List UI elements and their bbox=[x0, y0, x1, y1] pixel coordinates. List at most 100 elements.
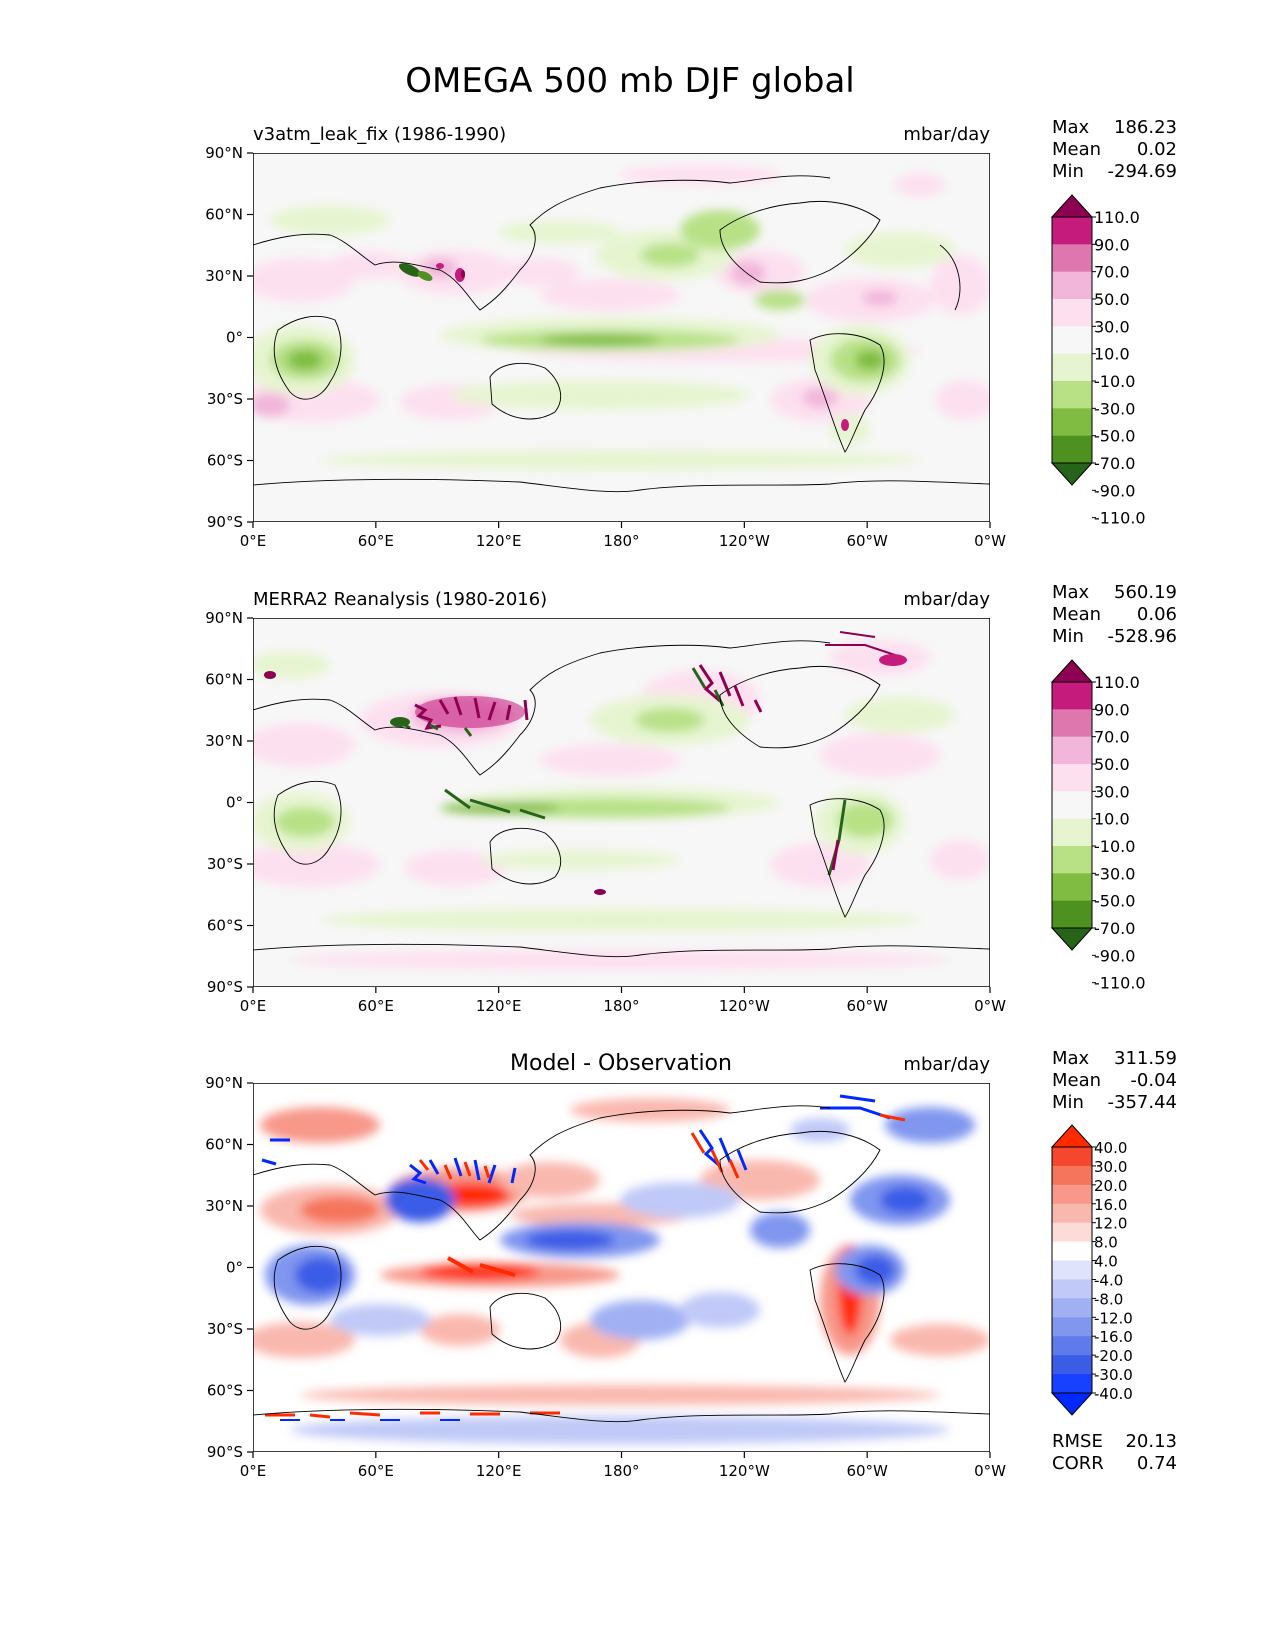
test-ytick-label: 60°S bbox=[207, 452, 243, 470]
test-colorbar-bin bbox=[1052, 217, 1092, 245]
reference-colorbar-label: 110.0 bbox=[1094, 673, 1140, 692]
test-xtick-label: 0°W bbox=[974, 532, 1006, 550]
reference-ytick-label: 30°N bbox=[205, 732, 243, 750]
difference-colorbar-label: 16.0 bbox=[1094, 1196, 1127, 1214]
test-ytick-label: 30°S bbox=[207, 390, 243, 408]
difference-ytick-label: 60°N bbox=[205, 1136, 243, 1154]
panel-test-map bbox=[253, 153, 990, 522]
reference-ytick-label: 60°S bbox=[207, 917, 243, 935]
test-xtick-label: 0°E bbox=[240, 532, 267, 550]
difference-ytick-label: 90°S bbox=[207, 1443, 243, 1461]
test-colorbar-bin bbox=[1052, 381, 1092, 409]
test-colorbar-bin bbox=[1052, 435, 1092, 464]
test-colorbar-extend-min bbox=[1050, 462, 1094, 486]
panel-test-stat-max-label: Max bbox=[1052, 117, 1090, 138]
difference-colorbar-bin bbox=[1052, 1355, 1092, 1375]
reference-colorbar-label: -70.0 bbox=[1094, 919, 1135, 938]
difference-colorbar-label: 30.0 bbox=[1094, 1158, 1127, 1176]
panel-difference-rmse-label: RMSE bbox=[1052, 1431, 1103, 1452]
panel-difference-subtitle: Model - Observation bbox=[510, 1051, 732, 1076]
test-colorbar-extend-max bbox=[1050, 194, 1094, 218]
difference-colorbar-label: -30.0 bbox=[1094, 1366, 1133, 1384]
reference-colorbar-label: 70.0 bbox=[1094, 728, 1130, 747]
panel-reference-stat-min-label: Min bbox=[1052, 626, 1084, 647]
test-colorbar-label: 70.0 bbox=[1094, 263, 1130, 282]
panel-difference-stat-mean: -0.04 bbox=[1130, 1070, 1177, 1091]
test-colorbar-bin bbox=[1052, 271, 1092, 300]
difference-xtick-label: 0°E bbox=[240, 1462, 267, 1480]
test-colorbar-label: 50.0 bbox=[1094, 290, 1130, 309]
panel-reference-coastlines bbox=[253, 640, 990, 958]
test-xtick-label: 120°W bbox=[719, 532, 770, 550]
test-colorbar-frame bbox=[1051, 216, 1093, 464]
test-ytick-label: 0° bbox=[226, 329, 243, 347]
difference-colorbar-label: 40.0 bbox=[1094, 1139, 1127, 1157]
reference-colorbar-frame bbox=[1051, 681, 1093, 929]
reference-colorbar-bin bbox=[1052, 846, 1092, 874]
panel-difference-corr-label: CORR bbox=[1052, 1453, 1104, 1474]
difference-colorbar-bin bbox=[1052, 1317, 1092, 1337]
reference-colorbar-bin bbox=[1052, 873, 1092, 902]
reference-colorbar-bin bbox=[1052, 736, 1092, 765]
test-colorbar-bin bbox=[1052, 326, 1092, 355]
difference-colorbar-bin bbox=[1052, 1222, 1092, 1243]
difference-colorbar-label: -40.0 bbox=[1094, 1385, 1133, 1403]
difference-colorbar-bin bbox=[1052, 1203, 1092, 1224]
panel-test-stat-mean-label: Mean bbox=[1052, 139, 1101, 160]
difference-xtick-label: 60°W bbox=[846, 1462, 888, 1480]
difference-colorbar-bin bbox=[1052, 1184, 1092, 1205]
difference-xtick-label: 120°E bbox=[476, 1462, 522, 1480]
reference-xtick-label: 0°W bbox=[974, 997, 1006, 1015]
chart-title: OMEGA 500 mb DJF global bbox=[405, 61, 854, 101]
reference-colorbar-label: -90.0 bbox=[1094, 946, 1135, 965]
panel-test-axes: 0°E 60°E 120°E 180° 120°W 60°W 0°W 90°N 60°N 30°N… bbox=[205, 144, 1006, 550]
test-xtick-label: 120°E bbox=[476, 532, 522, 550]
test-colorbar-label: -90.0 bbox=[1094, 481, 1135, 500]
reference-colorbar-label: -30.0 bbox=[1094, 864, 1135, 883]
difference-colorbar-bin bbox=[1052, 1279, 1092, 1299]
panel-difference-colorbar: 40.030.020.016.012.08.04.0-4.0-8.0-12.0-… bbox=[1050, 1124, 1133, 1416]
panel-difference-stat-max: 311.59 bbox=[1114, 1048, 1177, 1069]
panel-difference: Model - Observation mbar/day bbox=[205, 1048, 1177, 1480]
test-ytick-label: 60°N bbox=[205, 206, 243, 224]
panel-reference-stat-mean-label: Mean bbox=[1052, 604, 1101, 625]
reference-colorbar-label: -50.0 bbox=[1094, 892, 1135, 911]
panel-difference-topographic-noise bbox=[261, 1094, 906, 1421]
test-xtick-label: 180° bbox=[603, 532, 639, 550]
test-colorbar-label: -110.0 bbox=[1094, 509, 1146, 528]
panel-difference-coastlines bbox=[253, 1105, 990, 1423]
reference-xtick-label: 180° bbox=[603, 997, 639, 1015]
difference-colorbar-bin bbox=[1052, 1241, 1092, 1262]
test-colorbar-bin bbox=[1052, 299, 1092, 327]
panel-test-subtitle: v3atm_leak_fix (1986-1990) bbox=[253, 124, 506, 145]
test-ytick-label: 90°S bbox=[207, 513, 243, 531]
reference-ytick-label: 90°S bbox=[207, 978, 243, 996]
panel-reference-axes: 0°E 60°E 120°E 180° 120°W 60°W 0°W 90°N 60°N 30°N… bbox=[205, 609, 1006, 1015]
panel-test-coastlines bbox=[253, 175, 990, 493]
reference-ytick-label: 0° bbox=[226, 794, 243, 812]
panel-difference-rmse: 20.13 bbox=[1125, 1431, 1177, 1452]
panel-reference-stat-max-label: Max bbox=[1052, 582, 1090, 603]
reference-xtick-label: 120°E bbox=[476, 997, 522, 1015]
test-colorbar-label: 110.0 bbox=[1094, 208, 1140, 227]
difference-ytick-label: 90°N bbox=[205, 1074, 243, 1092]
reference-ytick-label: 60°N bbox=[205, 671, 243, 689]
difference-ytick-label: 30°S bbox=[207, 1320, 243, 1338]
test-colorbar-label: -70.0 bbox=[1094, 454, 1135, 473]
test-xtick-label: 60°E bbox=[358, 532, 394, 550]
reference-colorbar-bin bbox=[1052, 791, 1092, 820]
reference-colorbar-extend-min bbox=[1050, 927, 1094, 951]
difference-colorbar-bin bbox=[1052, 1165, 1092, 1186]
difference-ytick-label: 60°S bbox=[207, 1382, 243, 1400]
difference-colorbar-label: -20.0 bbox=[1094, 1347, 1133, 1365]
reference-xtick-label: 60°E bbox=[358, 997, 394, 1015]
reference-colorbar-label: 50.0 bbox=[1094, 755, 1130, 774]
reference-colorbar-bin bbox=[1052, 764, 1092, 792]
panel-difference-stat-min: -357.44 bbox=[1108, 1092, 1177, 1113]
difference-colorbar-frame bbox=[1051, 1146, 1093, 1394]
difference-colorbar-label: 20.0 bbox=[1094, 1177, 1127, 1195]
difference-colorbar-label: -8.0 bbox=[1094, 1290, 1123, 1308]
difference-colorbar-label: 4.0 bbox=[1094, 1253, 1118, 1271]
panel-reference-topographic-noise bbox=[264, 631, 907, 895]
reference-colorbar-extend-max bbox=[1050, 659, 1094, 683]
